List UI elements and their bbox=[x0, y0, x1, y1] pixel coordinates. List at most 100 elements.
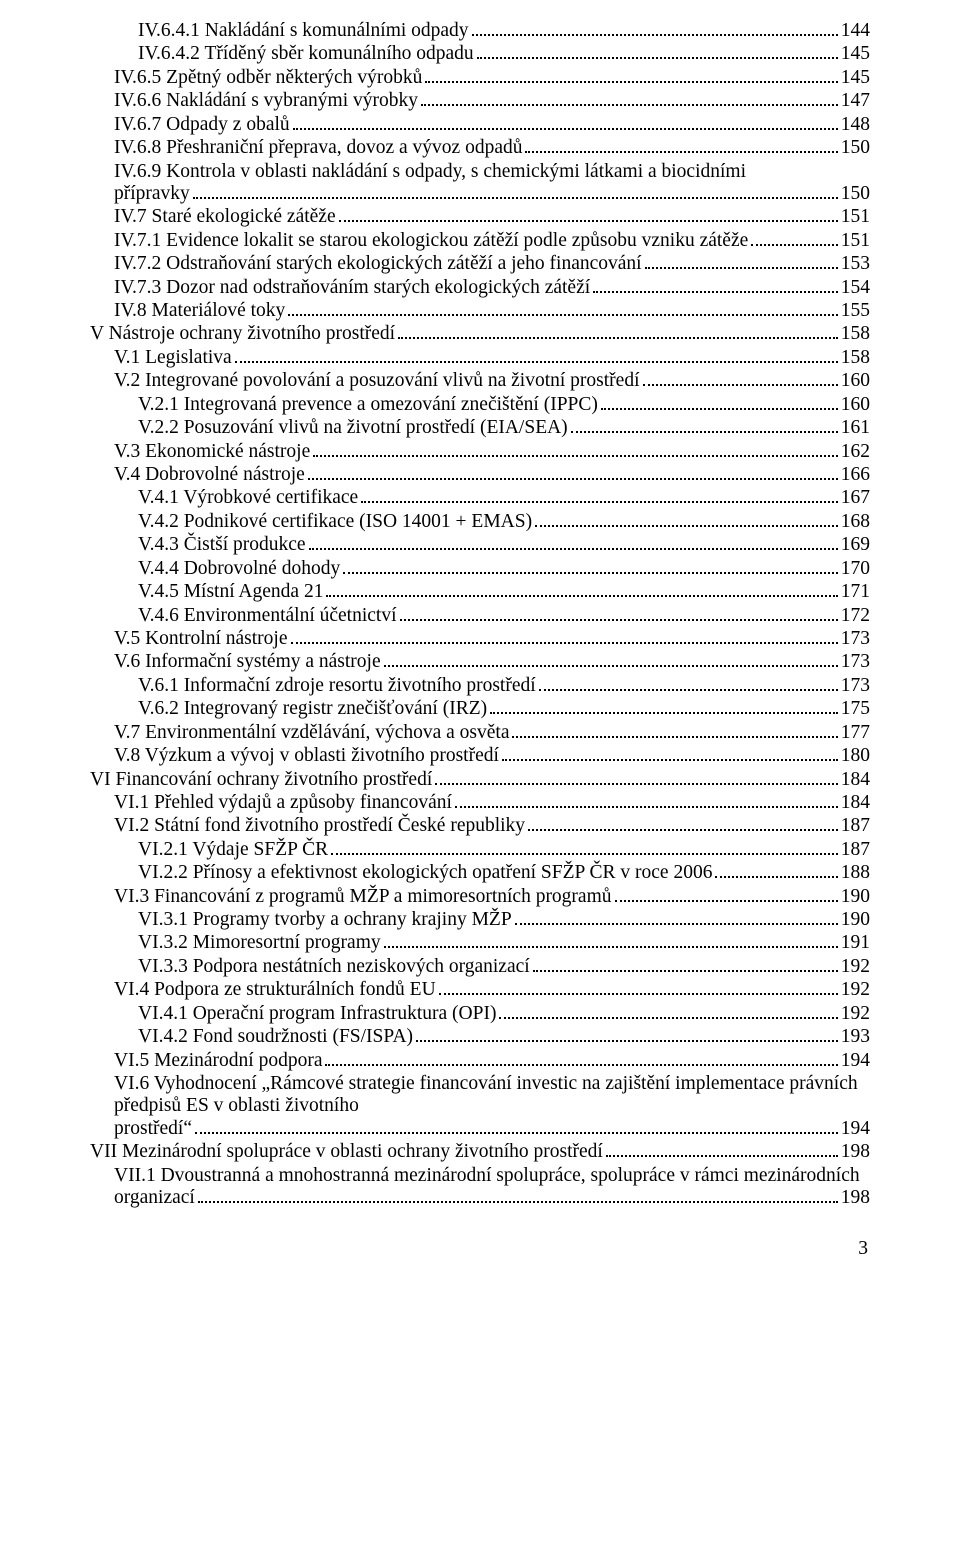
toc-page-number: 172 bbox=[841, 605, 870, 627]
toc-page-number: 194 bbox=[841, 1050, 870, 1072]
toc-leader-dots bbox=[615, 900, 838, 902]
toc-label: IV.6.8 Přeshraniční přeprava, dovoz a vý… bbox=[114, 137, 522, 159]
toc-page-number: 192 bbox=[841, 979, 870, 1001]
toc-entry: VI.4 Podpora ze strukturálních fondů EU … bbox=[90, 979, 870, 1001]
toc-page-number: 175 bbox=[841, 698, 870, 720]
toc-entry: IV.6.5 Zpětný odběr některých výrobků 14… bbox=[90, 67, 870, 89]
toc-leader-dots bbox=[235, 361, 838, 363]
toc-leader-dots bbox=[512, 736, 837, 738]
toc-page-number: 162 bbox=[841, 441, 870, 463]
toc-entry: VI.4.2 Fond soudržnosti (FS/ISPA) 193 bbox=[90, 1026, 870, 1048]
toc-leader-dots bbox=[499, 1017, 837, 1019]
toc-page-number: 170 bbox=[841, 558, 870, 580]
toc-page-number: 150 bbox=[841, 137, 870, 159]
toc-page-number: 187 bbox=[841, 815, 870, 837]
toc-entry: V.2.2 Posuzování vlivů na životní prostř… bbox=[90, 417, 870, 439]
toc-page-number: 198 bbox=[841, 1187, 870, 1209]
toc-label: VI.3 Financování z programů MŽP a mimore… bbox=[114, 886, 612, 908]
toc-label: IV.6.7 Odpady z obalů bbox=[114, 114, 290, 136]
toc-label: IV.7.1 Evidence lokalit se starou ekolog… bbox=[114, 230, 748, 252]
toc-label: VI.5 Mezinárodní podpora bbox=[114, 1050, 322, 1072]
toc-leader-dots bbox=[472, 34, 838, 36]
toc-label: V.8 Výzkum a vývoj v oblasti životního p… bbox=[114, 745, 499, 767]
toc-label: V.4.2 Podnikové certifikace (ISO 14001 +… bbox=[138, 511, 532, 533]
toc-leader-dots bbox=[535, 525, 838, 527]
toc-leader-dots bbox=[515, 923, 838, 925]
toc-label: VI Financování ochrany životního prostře… bbox=[90, 769, 432, 791]
toc-entry: VI.4.1 Operační program Infrastruktura (… bbox=[90, 1003, 870, 1025]
toc-label-tail: organizací bbox=[114, 1187, 195, 1209]
toc-entry: IV.7 Staré ekologické zátěže 151 bbox=[90, 206, 870, 228]
toc-entry: IV.7.1 Evidence lokalit se starou ekolog… bbox=[90, 230, 870, 252]
toc-entry: V.8 Výzkum a vývoj v oblasti životního p… bbox=[90, 745, 870, 767]
toc-label: V.5 Kontrolní nástroje bbox=[114, 628, 288, 650]
toc-leader-dots bbox=[339, 220, 838, 222]
toc-page-number: 180 bbox=[841, 745, 870, 767]
toc-entry: IV.8 Materiálové toky 155 bbox=[90, 300, 870, 322]
toc-page-number: 155 bbox=[841, 300, 870, 322]
toc-page-number: 193 bbox=[841, 1026, 870, 1048]
toc-label: V.2 Integrované povolování a posuzování … bbox=[114, 370, 640, 392]
toc-label: V.4.3 Čistší produkce bbox=[138, 534, 306, 556]
toc-leader-dots bbox=[593, 291, 838, 293]
toc-entry: V.3 Ekonomické nástroje 162 bbox=[90, 441, 870, 463]
toc-label: V.3 Ekonomické nástroje bbox=[114, 441, 310, 463]
toc-leader-dots bbox=[490, 712, 838, 714]
toc-page-number: 154 bbox=[841, 277, 870, 299]
toc-entry: V.4.5 Místní Agenda 21 171 bbox=[90, 581, 870, 603]
page-number: 3 bbox=[90, 1238, 870, 1260]
toc-page-number: 167 bbox=[841, 487, 870, 509]
toc-label: IV.6.4.1 Nakládání s komunálními odpady bbox=[138, 20, 469, 42]
toc-entry: VI.3 Financování z programů MŽP a mimore… bbox=[90, 886, 870, 908]
toc-page-number: 145 bbox=[841, 43, 870, 65]
toc-leader-dots bbox=[343, 572, 838, 574]
toc-leader-dots bbox=[528, 829, 838, 831]
toc-page-number: 194 bbox=[841, 1118, 870, 1140]
toc-page-number: 151 bbox=[841, 230, 870, 252]
toc-page-number: 173 bbox=[841, 651, 870, 673]
toc-label: V.4.4 Dobrovolné dohody bbox=[138, 558, 340, 580]
toc-label: V Nástroje ochrany životního prostředí bbox=[90, 323, 395, 345]
toc-entry: V.2 Integrované povolování a posuzování … bbox=[90, 370, 870, 392]
toc-leader-dots bbox=[384, 665, 838, 667]
toc-label: V.1 Legislativa bbox=[114, 347, 232, 369]
toc-page-number: 177 bbox=[841, 722, 870, 744]
toc-entry: V.4.3 Čistší produkce 169 bbox=[90, 534, 870, 556]
toc-page: IV.6.4.1 Nakládání s komunálními odpady … bbox=[0, 0, 960, 1300]
toc-label: V.2.1 Integrovaná prevence a omezování z… bbox=[138, 394, 598, 416]
toc-leader-dots bbox=[195, 1132, 838, 1134]
toc-leader-dots bbox=[601, 408, 838, 410]
toc-entry: VI Financování ochrany životního prostře… bbox=[90, 769, 870, 791]
toc-label: VI.2.2 Přínosy a efektivnost ekologickýc… bbox=[138, 862, 712, 884]
toc-entry: V.5 Kontrolní nástroje 173 bbox=[90, 628, 870, 650]
toc-label: VII Mezinárodní spolupráce v oblasti och… bbox=[90, 1141, 603, 1163]
toc-page-number: 158 bbox=[841, 347, 870, 369]
toc-label: VI.2 Státní fond životního prostředí Čes… bbox=[114, 815, 525, 837]
toc-leader-dots bbox=[416, 1040, 838, 1042]
toc-label: VII.1 Dvoustranná a mnohostranná mezinár… bbox=[114, 1165, 870, 1187]
toc-leader-dots bbox=[502, 759, 838, 761]
toc-label: IV.7 Staré ekologické zátěže bbox=[114, 206, 336, 228]
toc-page-number: 187 bbox=[841, 839, 870, 861]
toc-page-number: 173 bbox=[841, 675, 870, 697]
toc-entry: V.4.4 Dobrovolné dohody 170 bbox=[90, 558, 870, 580]
toc-page-number: 173 bbox=[841, 628, 870, 650]
toc-entry: V.4.2 Podnikové certifikace (ISO 14001 +… bbox=[90, 511, 870, 533]
toc-label: V.4 Dobrovolné nástroje bbox=[114, 464, 305, 486]
toc-leader-dots bbox=[313, 455, 838, 457]
toc-label: V.4.5 Místní Agenda 21 bbox=[138, 581, 323, 603]
toc-leader-dots bbox=[477, 57, 838, 59]
toc-page-number: 151 bbox=[841, 206, 870, 228]
toc-entry: V.6 Informační systémy a nástroje 173 bbox=[90, 651, 870, 673]
toc-leader-dots bbox=[643, 384, 838, 386]
toc-page-number: 191 bbox=[841, 932, 870, 954]
toc-label: VI.3.3 Podpora nestátních neziskových or… bbox=[138, 956, 530, 978]
toc-page-number: 150 bbox=[841, 183, 870, 205]
toc-leader-dots bbox=[751, 244, 837, 246]
toc-page-number: 190 bbox=[841, 886, 870, 908]
toc-page-number: 158 bbox=[841, 323, 870, 345]
toc-leader-dots bbox=[525, 151, 837, 153]
toc-label: V.7 Environmentální vzdělávání, výchova … bbox=[114, 722, 509, 744]
toc-leader-dots bbox=[606, 1155, 838, 1157]
toc-leader-dots bbox=[309, 548, 838, 550]
